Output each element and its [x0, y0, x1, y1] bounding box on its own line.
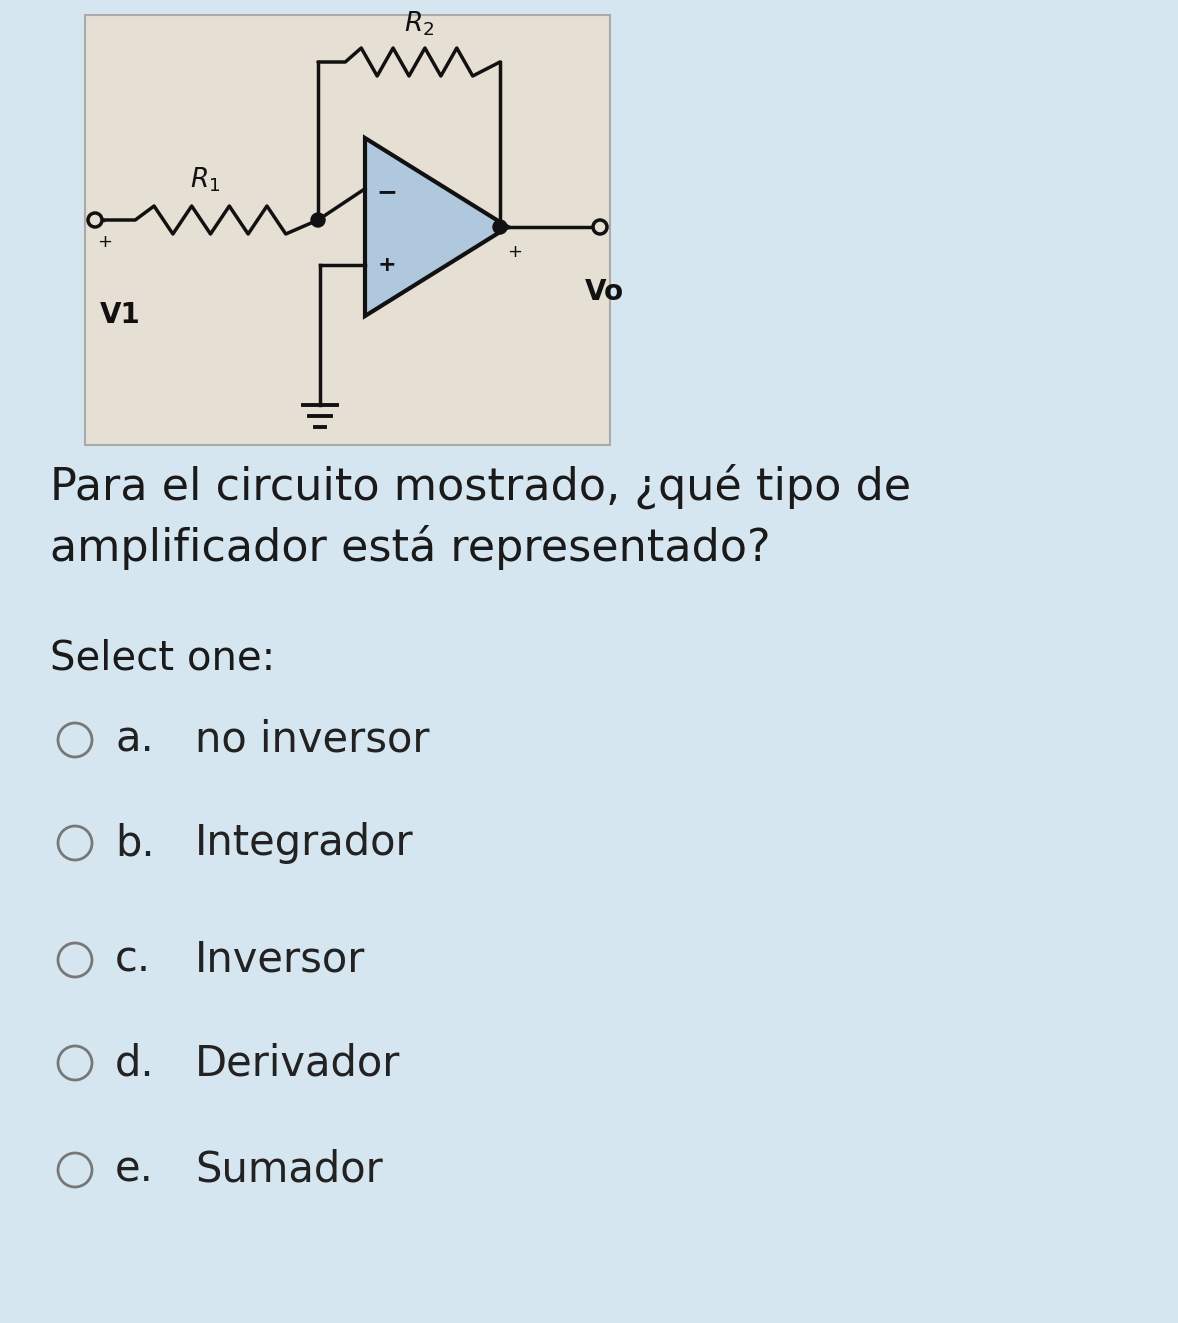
Circle shape	[58, 943, 92, 976]
Polygon shape	[365, 138, 508, 316]
Text: +: +	[508, 243, 523, 261]
FancyBboxPatch shape	[85, 15, 610, 445]
Circle shape	[311, 213, 325, 228]
Text: +: +	[378, 255, 396, 275]
Circle shape	[593, 220, 607, 234]
Text: d.: d.	[115, 1043, 154, 1084]
Circle shape	[58, 1046, 92, 1080]
Text: −: −	[377, 180, 397, 204]
Text: Sumador: Sumador	[196, 1148, 383, 1191]
Text: c.: c.	[115, 939, 151, 980]
Text: no inversor: no inversor	[196, 718, 430, 761]
Text: e.: e.	[115, 1148, 154, 1191]
Text: a.: a.	[115, 718, 154, 761]
Text: +: +	[98, 233, 113, 251]
Text: Para el circuito mostrado, ¿qué tipo de: Para el circuito mostrado, ¿qué tipo de	[49, 464, 911, 509]
Text: Vo: Vo	[585, 278, 624, 306]
Circle shape	[58, 1154, 92, 1187]
Circle shape	[494, 220, 507, 234]
Text: $R_1$: $R_1$	[191, 165, 220, 194]
Text: b.: b.	[115, 822, 154, 864]
Circle shape	[58, 722, 92, 757]
Text: V1: V1	[100, 302, 140, 329]
Text: $R_2$: $R_2$	[404, 9, 435, 38]
Circle shape	[88, 213, 102, 228]
Text: Derivador: Derivador	[196, 1043, 401, 1084]
Text: amplificador está representado?: amplificador está representado?	[49, 525, 770, 570]
Text: Integrador: Integrador	[196, 822, 413, 864]
Circle shape	[58, 826, 92, 860]
Text: Inversor: Inversor	[196, 939, 365, 980]
Text: Select one:: Select one:	[49, 638, 276, 677]
